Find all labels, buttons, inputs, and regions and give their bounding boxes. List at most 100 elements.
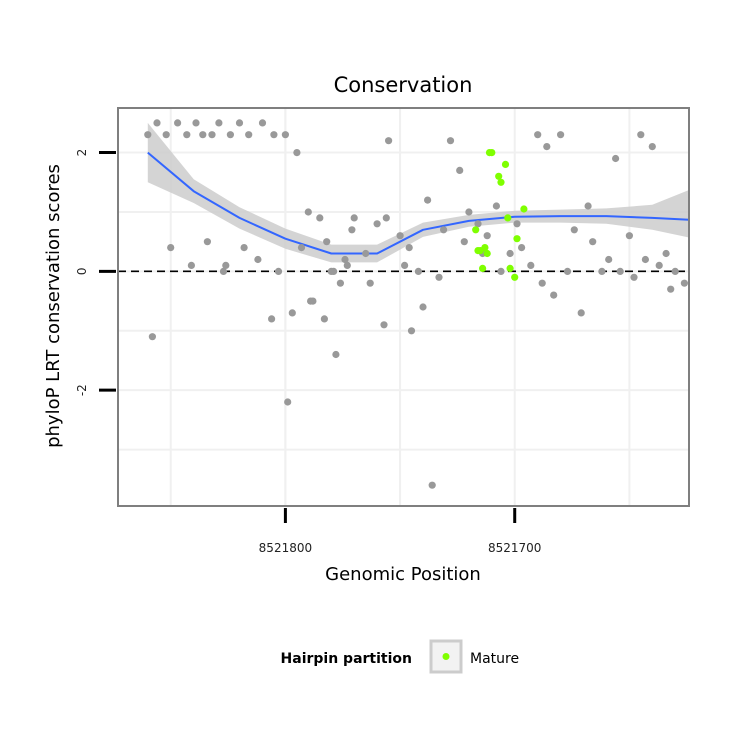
data-point xyxy=(612,154,620,163)
data-point xyxy=(348,226,356,234)
data-point xyxy=(203,238,211,246)
data-point xyxy=(288,309,296,317)
data-point-mature xyxy=(497,178,505,186)
x-tick-label: 8521700 xyxy=(488,541,541,555)
y-axis-label: phyloP LRT conservation scores xyxy=(43,164,64,448)
data-point-mature xyxy=(520,205,528,213)
data-point xyxy=(199,131,207,139)
data-point xyxy=(380,321,388,329)
legend: Hairpin partition Mature xyxy=(281,639,519,674)
data-point xyxy=(373,220,381,228)
data-point xyxy=(497,267,505,275)
data-point xyxy=(284,398,292,406)
data-point xyxy=(396,232,404,240)
data-point xyxy=(297,244,306,252)
data-point xyxy=(648,143,656,151)
data-point xyxy=(405,244,413,252)
data-point xyxy=(625,232,634,240)
data-point xyxy=(167,244,175,252)
data-point xyxy=(680,279,689,287)
data-point xyxy=(424,196,432,204)
data-point xyxy=(323,238,331,246)
plot-panel xyxy=(117,107,690,507)
data-point xyxy=(320,315,328,323)
data-point xyxy=(563,267,572,275)
panel-border xyxy=(117,107,690,507)
y-ticks: -2 0 2 xyxy=(75,149,116,396)
data-point xyxy=(577,309,585,317)
data-point xyxy=(671,267,679,275)
data-point xyxy=(208,131,216,139)
data-point xyxy=(219,267,228,275)
data-point-mature xyxy=(501,160,510,168)
data-point xyxy=(268,315,276,323)
data-point xyxy=(174,119,182,127)
data-point xyxy=(655,261,663,269)
confidence-ribbon xyxy=(147,122,690,263)
data-point xyxy=(341,255,349,264)
data-point xyxy=(192,119,200,127)
data-point xyxy=(616,267,624,275)
data-point xyxy=(362,249,370,258)
data-point xyxy=(440,226,448,234)
smooth-trend-line xyxy=(147,151,690,255)
y-tick-label: 0 xyxy=(75,268,89,276)
legend-label-mature: Mature xyxy=(470,651,519,667)
data-point xyxy=(153,119,161,127)
data-point xyxy=(336,279,344,287)
data-point xyxy=(483,232,491,240)
data-point xyxy=(465,208,473,216)
data-point xyxy=(144,131,152,139)
data-point xyxy=(226,131,234,139)
data-point xyxy=(343,261,351,269)
data-point xyxy=(557,131,565,139)
data-point xyxy=(407,327,416,335)
data-point xyxy=(307,297,315,305)
chart-title: Conservation xyxy=(334,73,473,97)
data-point xyxy=(492,202,500,210)
data-point xyxy=(281,131,289,139)
data-point xyxy=(187,261,195,269)
data-point xyxy=(534,131,542,139)
data-point xyxy=(527,261,535,269)
confidence-ribbon-layer xyxy=(147,122,690,263)
data-point xyxy=(414,267,422,275)
data-point xyxy=(270,131,278,139)
data-point-mature xyxy=(504,214,512,222)
legend-key-mature-dot xyxy=(442,653,450,660)
data-point xyxy=(630,273,638,281)
data-point-mature xyxy=(506,264,514,272)
data-point xyxy=(274,267,283,275)
x-tick-label: 8521800 xyxy=(259,541,312,555)
data-point xyxy=(538,279,546,287)
data-point xyxy=(366,279,374,287)
x-ticks: 8521800 8521700 xyxy=(259,508,541,555)
data-point xyxy=(598,267,606,275)
y-tick-label: -2 xyxy=(75,384,89,396)
data-point xyxy=(460,238,468,246)
data-point xyxy=(222,261,230,269)
data-point xyxy=(570,226,578,234)
data-point-mature xyxy=(511,273,519,281)
data-point xyxy=(316,214,324,222)
data-point xyxy=(419,303,427,311)
data-point xyxy=(667,285,675,293)
data-point xyxy=(293,149,301,157)
data-point xyxy=(332,350,340,359)
data-point xyxy=(543,143,551,151)
data-point xyxy=(518,244,526,252)
data-point-mature xyxy=(488,149,496,157)
data-point xyxy=(235,119,244,127)
data-point xyxy=(446,137,455,145)
data-point xyxy=(258,119,267,127)
data-point xyxy=(385,137,393,145)
data-point xyxy=(506,249,514,258)
data-point xyxy=(148,333,156,341)
data-point xyxy=(401,261,409,269)
x-axis-label: Genomic Position xyxy=(325,564,481,585)
data-point xyxy=(513,220,521,228)
data-point xyxy=(428,481,436,489)
data-point xyxy=(474,220,482,228)
